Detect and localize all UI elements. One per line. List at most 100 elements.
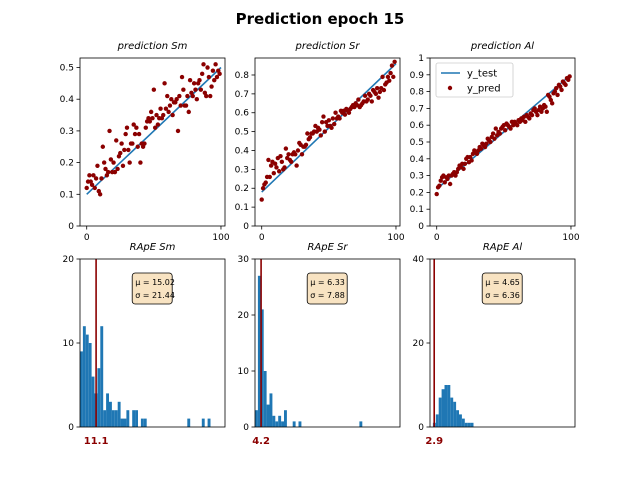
y-pred-point <box>493 126 498 131</box>
y-tick-label: 0.8 <box>410 88 425 98</box>
y-pred-point <box>135 144 140 149</box>
y-pred-point <box>161 112 166 118</box>
y-pred-point <box>266 157 271 163</box>
y-pred-point <box>442 180 447 185</box>
y-pred-point <box>461 166 466 172</box>
y-pred-point <box>497 131 503 136</box>
y-pred-point <box>95 163 100 168</box>
y-pred-point <box>317 127 322 132</box>
histogram-bar <box>444 385 448 427</box>
stats-mu: μ = 4.65 <box>485 278 520 287</box>
y-pred-point <box>321 114 326 119</box>
y-pred-point <box>197 77 202 83</box>
subplot-1: prediction Sm 0 100 0 0.1 0.2 0.3 0.4 0.5 <box>60 41 230 243</box>
legend-y-test-label: y_test <box>467 69 497 80</box>
axes-frame <box>429 57 576 227</box>
y-pred-point <box>267 174 272 180</box>
histogram-bar <box>82 326 86 427</box>
y-pred-point <box>148 109 154 115</box>
plot-area <box>255 259 363 427</box>
axes-frame <box>254 57 401 227</box>
subplots: prediction Sm0 10000.10.20.30.40.5predict… <box>60 41 580 447</box>
y-pred-point <box>143 125 148 130</box>
y-pred-point <box>318 133 323 138</box>
y-pred-point <box>369 99 375 104</box>
y-pred-point <box>563 82 568 88</box>
y-tick-label: 0.1 <box>235 203 249 213</box>
figure-title: Prediction epoch 15 <box>236 10 405 28</box>
y-pred-point <box>294 163 299 168</box>
y-pred-point <box>259 197 264 202</box>
y-pred-point <box>271 170 276 176</box>
y-pred-point <box>279 159 285 165</box>
y-pred-point <box>136 131 142 137</box>
y-pred-point <box>490 131 496 136</box>
y-pred-point <box>107 128 112 134</box>
y-pred-point <box>332 121 337 127</box>
y-pred-point <box>365 97 370 102</box>
y-pred-point <box>548 97 554 103</box>
y-tick-label: 0.6 <box>235 109 250 119</box>
histogram-bar <box>467 422 471 427</box>
legend-y-pred-swatch <box>447 85 453 91</box>
histogram-bar <box>266 404 270 427</box>
x-tick-label: 100 <box>562 233 579 243</box>
subplot-4: RApE Sm 11.1 μ = 15.02 σ = 21.44 0 10 20 <box>63 242 226 447</box>
y-pred-point <box>150 116 155 121</box>
histogram-bar <box>284 410 287 427</box>
y-pred-point <box>484 141 489 146</box>
y-pred-point <box>208 93 213 99</box>
y-pred-point <box>535 112 540 118</box>
histogram-bar <box>464 422 468 427</box>
y-pred-point <box>183 103 189 108</box>
histogram-bar <box>106 393 109 427</box>
y-tick-label: 0 <box>418 222 424 232</box>
histogram-bar <box>91 376 95 427</box>
y-pred-point <box>198 87 204 92</box>
subplot-6: RApE Al 2.9 μ = 4.65 σ = 6.36 0 20 40 <box>413 242 576 447</box>
y-tick-label: 0 <box>243 423 249 433</box>
x-tick-label: 0 <box>259 233 265 243</box>
y-pred-point <box>307 135 313 140</box>
y-tick-label: 40 <box>413 255 425 265</box>
y-pred-point <box>112 169 118 175</box>
histogram-bar <box>85 334 89 427</box>
y-tick-label: 0.2 <box>60 159 74 169</box>
y-pred-point <box>559 87 564 93</box>
histogram-bar <box>278 415 282 427</box>
y-pred-point <box>114 138 119 143</box>
stats-box <box>306 272 348 305</box>
y-pred-point <box>539 109 544 114</box>
y-pred-point <box>134 125 139 130</box>
y-pred-point <box>119 141 124 146</box>
y-pred-point <box>193 87 198 92</box>
legend-y-pred-label: y_pred <box>467 84 501 95</box>
y-pred-point <box>462 161 468 167</box>
subplot-title: RApE Sr <box>307 242 348 253</box>
y-pred-point <box>178 103 183 108</box>
histogram-bar <box>281 421 284 427</box>
y-pred-point <box>547 94 552 99</box>
y-pred-point <box>126 147 131 153</box>
y-pred-point <box>566 77 571 83</box>
y-pred-point <box>508 126 513 131</box>
y-pred-point <box>532 106 537 111</box>
y-pred-point <box>175 128 181 134</box>
y-tick-label: 0.3 <box>410 172 424 182</box>
y-pred-point <box>329 125 334 131</box>
y-pred-point <box>127 160 132 165</box>
histogram-bar <box>120 418 124 427</box>
axes-frame <box>429 258 576 428</box>
y-pred-point <box>151 87 157 92</box>
y-pred-point <box>502 128 508 133</box>
y-pred-point <box>130 141 135 146</box>
y-pred-point <box>469 158 474 163</box>
y-tick-label: 20 <box>63 255 75 265</box>
y-pred-point <box>342 112 348 117</box>
histogram-bar <box>109 401 112 427</box>
y-pred-point <box>492 136 497 141</box>
y-pred-point <box>438 178 443 183</box>
y-pred-point <box>122 147 127 153</box>
subplot-5: RApE Sr 4.2 μ = 6.33 σ = 7.88 0 10 20 30 <box>238 242 401 447</box>
y-pred-point <box>474 151 480 156</box>
